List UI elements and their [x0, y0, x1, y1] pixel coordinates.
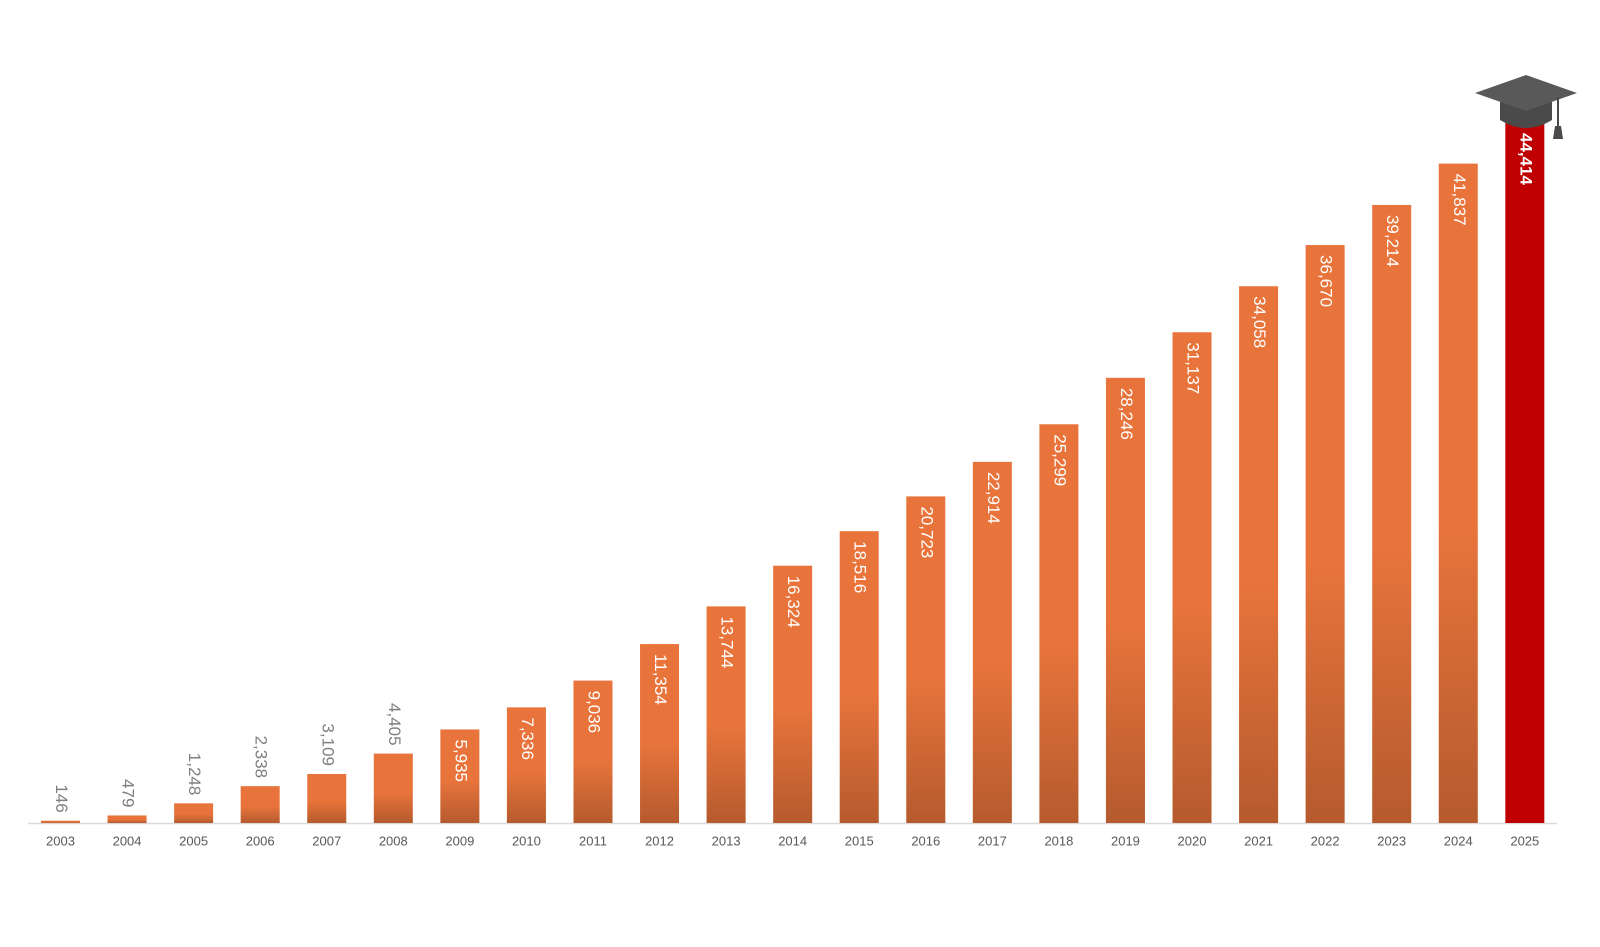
value-label: 39,214 — [1383, 215, 1402, 267]
x-tick-label: 2014 — [778, 833, 807, 848]
x-tick-label: 2006 — [246, 833, 275, 848]
value-label: 146 — [52, 784, 71, 812]
bar-shade — [174, 803, 214, 823]
bar-shade — [1305, 245, 1345, 823]
bar-shade — [440, 729, 480, 823]
bar-shade — [373, 753, 413, 823]
x-tick-label: 2011 — [579, 833, 607, 848]
x-tick-label: 2025 — [1510, 833, 1539, 848]
value-label: 22,914 — [984, 472, 1003, 524]
x-tick-label: 2023 — [1377, 833, 1406, 848]
bar-shade — [773, 565, 813, 823]
bar-shade — [906, 496, 946, 823]
x-tick-label: 2004 — [113, 833, 142, 848]
x-tick-label: 2005 — [179, 833, 208, 848]
bar-shade — [41, 820, 80, 823]
value-label: 2,338 — [252, 736, 271, 779]
graduation-cap-icon — [1475, 75, 1577, 139]
x-tick-label: 2017 — [978, 833, 1007, 848]
value-label: 20,723 — [917, 506, 936, 558]
x-tick-label: 2016 — [911, 833, 940, 848]
bar-shade — [972, 461, 1012, 823]
x-tick-label: 2008 — [379, 833, 408, 848]
x-tick-label: 2009 — [445, 833, 474, 848]
value-label: 11,354 — [651, 654, 670, 705]
x-tick-label: 2003 — [46, 833, 75, 848]
bar-shade — [1105, 377, 1145, 823]
value-label: 18,516 — [851, 541, 870, 593]
x-tick-label: 2015 — [845, 833, 874, 848]
value-label: 479 — [119, 779, 138, 807]
x-tick-label: 2010 — [512, 833, 541, 848]
value-label: 41,837 — [1450, 174, 1469, 226]
value-label: 3,109 — [318, 723, 337, 766]
bar — [1505, 123, 1545, 823]
bar-shade — [706, 606, 746, 823]
x-tick-label: 2024 — [1444, 833, 1473, 848]
bar-shade — [1039, 424, 1079, 823]
bar-shade — [640, 644, 680, 823]
bar-shade — [1372, 204, 1412, 823]
bar-shade — [240, 786, 280, 823]
bar-shade — [506, 707, 546, 823]
value-label: 34,058 — [1250, 296, 1269, 348]
value-label: 44,414 — [1516, 133, 1535, 186]
value-label: 16,324 — [784, 576, 803, 628]
x-tick-label: 2019 — [1111, 833, 1140, 848]
value-label: 28,246 — [1117, 388, 1136, 440]
value-label: 5,935 — [451, 739, 470, 782]
bar-shade — [839, 531, 879, 823]
bar-shade — [573, 680, 613, 823]
x-tick-label: 2021 — [1244, 833, 1273, 848]
value-label: 36,670 — [1317, 255, 1336, 307]
value-label: 7,336 — [518, 717, 537, 760]
value-label: 1,248 — [185, 753, 204, 796]
x-tick-label: 2013 — [712, 833, 741, 848]
x-tick-label: 2018 — [1044, 833, 1073, 848]
bar-shade — [1239, 286, 1279, 823]
bar-shade — [107, 815, 147, 823]
x-tick-label: 2007 — [312, 833, 341, 848]
value-label: 9,036 — [584, 691, 603, 734]
bar-shade — [1438, 163, 1478, 823]
bar-shade — [307, 773, 347, 823]
value-label: 4,405 — [385, 703, 404, 746]
value-label: 31,137 — [1184, 342, 1203, 394]
x-tick-label: 2020 — [1178, 833, 1207, 848]
x-tick-label: 2012 — [645, 833, 674, 848]
value-label: 13,744 — [718, 616, 737, 668]
value-label: 25,299 — [1050, 434, 1069, 486]
bar-shade — [1172, 332, 1212, 823]
x-tick-label: 2022 — [1311, 833, 1340, 848]
